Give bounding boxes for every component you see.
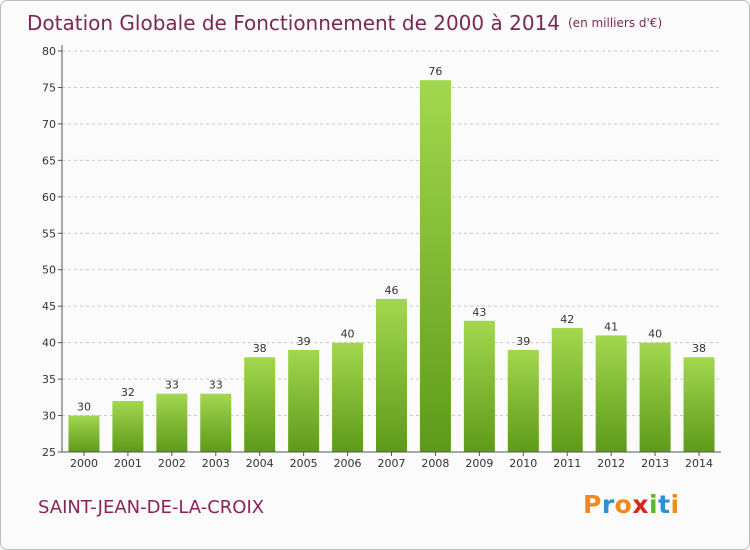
- y-tick-label: 25: [42, 446, 56, 459]
- x-tick-label: 2006: [334, 457, 362, 470]
- bar-value-label: 38: [692, 342, 706, 355]
- x-tick-label: 2013: [641, 457, 669, 470]
- bar: [288, 349, 320, 452]
- bar: [595, 335, 627, 452]
- x-tick-label: 2003: [202, 457, 230, 470]
- logo-letter: o: [614, 490, 633, 519]
- y-tick-label: 80: [42, 45, 56, 58]
- chart-title-main: Dotation Globale de Fonctionnement de 20…: [27, 11, 560, 35]
- x-tick-label: 2007: [378, 457, 406, 470]
- y-tick-label: 65: [42, 154, 56, 167]
- bar: [332, 342, 364, 452]
- y-tick-label: 50: [42, 264, 56, 277]
- x-tick-label: 2000: [70, 457, 98, 470]
- x-tick-label: 2014: [685, 457, 713, 470]
- x-tick-label: 2010: [509, 457, 537, 470]
- bar-value-label: 32: [121, 386, 135, 399]
- y-tick-label: 75: [42, 81, 56, 94]
- bar-value-label: 38: [253, 342, 267, 355]
- bar-value-label: 39: [297, 335, 311, 348]
- x-tick-label: 2011: [553, 457, 581, 470]
- x-tick-label: 2009: [465, 457, 493, 470]
- bar: [376, 298, 407, 452]
- chart-title-unit: (en milliers d'€): [568, 16, 663, 30]
- logo-letter: P: [583, 490, 602, 519]
- bar: [200, 393, 232, 452]
- chart-title: Dotation Globale de Fonctionnement de 20…: [27, 9, 717, 37]
- bar-value-label: 76: [428, 65, 442, 78]
- bar: [244, 357, 276, 452]
- bar-value-label: 43: [472, 306, 486, 319]
- bar-value-label: 33: [209, 379, 223, 392]
- y-tick-label: 70: [42, 118, 56, 131]
- bar: [463, 320, 495, 452]
- bar: [112, 400, 144, 452]
- bar-value-label: 39: [516, 335, 530, 348]
- y-tick-label: 35: [42, 373, 56, 386]
- x-tick-label: 2005: [290, 457, 318, 470]
- y-tick-label: 30: [42, 410, 56, 423]
- bar: [507, 349, 539, 452]
- x-tick-label: 2012: [597, 457, 625, 470]
- logo-letter: r: [601, 490, 615, 519]
- x-tick-label: 2001: [114, 457, 142, 470]
- bar: [419, 80, 451, 452]
- bar-value-label: 30: [77, 401, 91, 414]
- bar: [156, 393, 188, 452]
- x-tick-label: 2004: [246, 457, 274, 470]
- bar: [551, 328, 583, 452]
- bar: [68, 415, 100, 452]
- bar: [683, 357, 715, 452]
- bar-value-label: 40: [648, 328, 662, 341]
- bars: [68, 80, 715, 452]
- logo-letter: i: [649, 490, 659, 519]
- y-tick-label: 45: [42, 300, 56, 313]
- y-tick-label: 55: [42, 227, 56, 240]
- x-tick-label: 2008: [421, 457, 449, 470]
- y-tick-label: 40: [42, 337, 56, 350]
- bar-value-label: 41: [604, 320, 618, 333]
- x-tick-label: 2002: [158, 457, 186, 470]
- bar-value-label: 33: [165, 379, 179, 392]
- bar-value-label: 42: [560, 313, 574, 326]
- commune-name: SAINT-JEAN-DE-LA-CROIX: [38, 497, 265, 518]
- logo-letter: t: [658, 490, 671, 519]
- y-tick-label: 60: [42, 191, 56, 204]
- logo-letter: i: [670, 490, 680, 519]
- bar-value-label: 46: [385, 284, 399, 297]
- logo-letter: x: [632, 490, 649, 519]
- axes: [58, 45, 721, 456]
- labels: 25 30 35 40 45 50 55 60 65 70 75 80 30 2000 32 2001 33 20…: [42, 45, 713, 470]
- bar-value-label: 40: [341, 328, 355, 341]
- proxiti-logo[interactable]: Proxiti: [583, 489, 680, 521]
- bar: [639, 342, 671, 452]
